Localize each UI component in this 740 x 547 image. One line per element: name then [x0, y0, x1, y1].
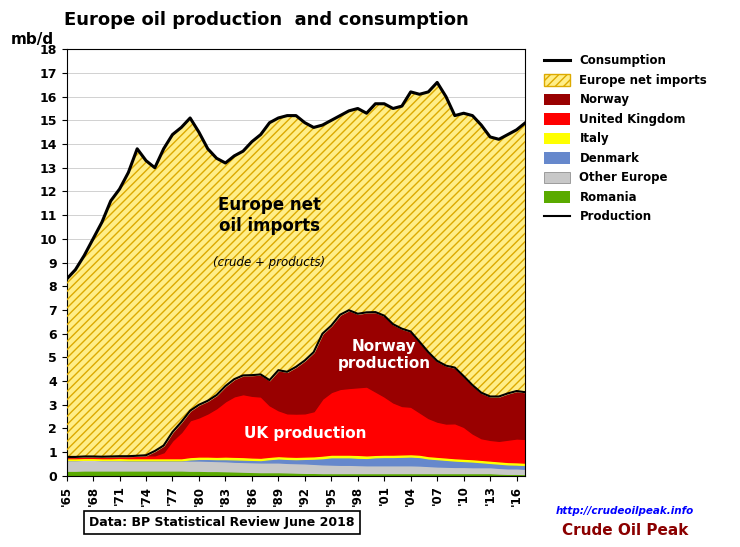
Text: Europe oil production  and consumption: Europe oil production and consumption	[64, 10, 468, 28]
Text: Data: BP Statistical Review June 2018: Data: BP Statistical Review June 2018	[90, 516, 354, 529]
Text: http://crudeoilpeak.info: http://crudeoilpeak.info	[556, 507, 694, 516]
Text: Crude Oil Peak: Crude Oil Peak	[562, 523, 688, 538]
Text: mb/d: mb/d	[11, 32, 54, 46]
Text: (crude + products): (crude + products)	[213, 256, 326, 269]
Text: Norway
production: Norway production	[337, 339, 431, 371]
Legend: Consumption, Europe net imports, Norway, United Kingdom, Italy, Denmark, Other E: Consumption, Europe net imports, Norway,…	[540, 51, 710, 227]
Text: Europe net
oil imports: Europe net oil imports	[218, 196, 321, 235]
Text: UK production: UK production	[243, 426, 366, 441]
